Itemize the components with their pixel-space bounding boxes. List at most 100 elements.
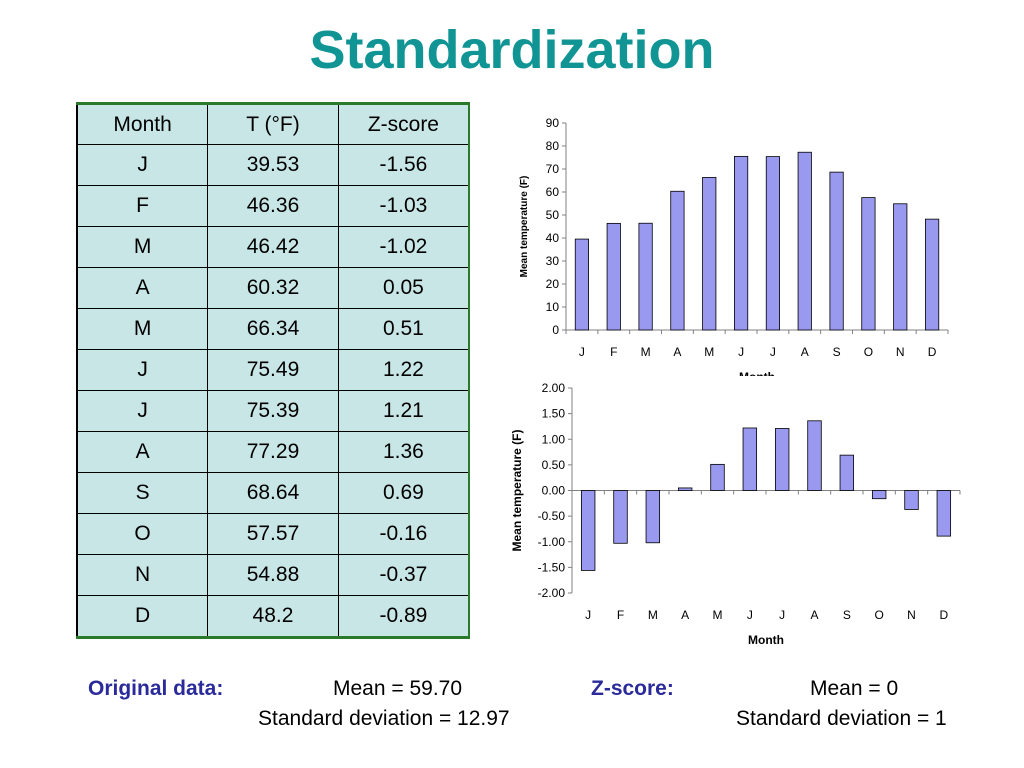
x-tick-label: F bbox=[617, 608, 624, 622]
table-row: J 75.39 1.21 bbox=[76, 390, 470, 432]
zscore-mean-text: Mean = 0 bbox=[810, 677, 899, 700]
bar bbox=[645, 490, 661, 544]
y-tick-label: -0.50 bbox=[538, 509, 566, 523]
bar bbox=[670, 190, 685, 331]
bar bbox=[710, 463, 725, 491]
zscore-cell: -0.16 bbox=[337, 513, 470, 555]
slide-title: Standardization bbox=[309, 20, 715, 80]
zscore-bar-chart: -2.00 -1.50 -1.00 -0.50 0.00 0.50 1.00 1.50 2.00… bbox=[510, 381, 961, 647]
temperature-cell: 39.53 bbox=[207, 144, 339, 186]
bar bbox=[638, 222, 653, 331]
x-axis-title: Month bbox=[748, 633, 784, 647]
x-tick-label: J bbox=[747, 608, 753, 622]
y-axis-title: Mean temperature (F) bbox=[519, 176, 530, 278]
y-tick-label: -1.00 bbox=[538, 535, 566, 549]
y-tick-label: 2.00 bbox=[542, 381, 566, 395]
temperature-cell: 54.88 bbox=[207, 554, 339, 596]
y-tick-label: 80 bbox=[546, 139, 560, 153]
bar bbox=[861, 197, 876, 331]
original-data-label: Original data: bbox=[88, 676, 223, 702]
bar bbox=[871, 490, 887, 500]
bar bbox=[613, 490, 628, 544]
bar bbox=[765, 156, 781, 331]
x-tick-label: O bbox=[874, 608, 883, 622]
x-tick-label: M bbox=[713, 608, 723, 622]
x-tick-label: A bbox=[673, 345, 681, 359]
table-row: M 46.42 -1.02 bbox=[76, 226, 470, 268]
bar bbox=[677, 487, 693, 491]
zscore-cell: 0.69 bbox=[337, 472, 470, 514]
zscore-cell: -1.02 bbox=[337, 226, 470, 268]
y-tick-label: 0 bbox=[552, 323, 559, 337]
month-cell: A bbox=[76, 267, 209, 309]
x-tick-label: N bbox=[907, 608, 916, 622]
table-row: F 46.36 -1.03 bbox=[76, 185, 470, 227]
temperature-cell: 77.29 bbox=[207, 431, 339, 473]
month-cell: J bbox=[76, 390, 209, 432]
temperature-cell: 75.39 bbox=[207, 390, 339, 432]
month-cell: S bbox=[76, 472, 209, 514]
x-tick-label: S bbox=[843, 608, 851, 622]
y-tick-label: 1.00 bbox=[542, 432, 566, 446]
column-header-month: Month bbox=[76, 103, 209, 145]
x-tick-label: A bbox=[810, 608, 818, 622]
temperature-cell: 48.2 bbox=[207, 595, 339, 638]
y-tick-label: -2.00 bbox=[538, 586, 566, 600]
temperature-cell: 60.32 bbox=[207, 267, 339, 309]
zscore-cell: 1.21 bbox=[337, 390, 470, 432]
bar bbox=[839, 454, 855, 491]
month-cell: N bbox=[76, 554, 209, 596]
bar bbox=[774, 428, 790, 491]
y-tick-label: 90 bbox=[546, 116, 560, 130]
x-tick-label: A bbox=[681, 608, 689, 622]
month-cell: J bbox=[76, 349, 209, 391]
table-row: S 68.64 0.69 bbox=[76, 472, 470, 514]
table-header-row: Month T (°F) Z-score bbox=[76, 103, 470, 145]
zscore-cell: -0.89 bbox=[337, 595, 470, 638]
zscore-cell: 1.22 bbox=[337, 349, 470, 391]
table-row: M 66.34 0.51 bbox=[76, 308, 470, 350]
x-tick-label: M bbox=[648, 608, 658, 622]
x-tick-label: J bbox=[770, 345, 776, 359]
x-tick-label: M bbox=[704, 345, 714, 359]
y-tick-label: 20 bbox=[546, 277, 560, 291]
month-cell: M bbox=[76, 308, 209, 350]
y-tick-label: 0.00 bbox=[542, 484, 566, 498]
zscore-cell: -0.37 bbox=[337, 554, 470, 596]
y-tick-label: -1.50 bbox=[538, 560, 566, 574]
x-tick-label: N bbox=[896, 345, 905, 359]
month-cell: M bbox=[76, 226, 209, 268]
y-tick-label: 1.50 bbox=[542, 407, 566, 421]
zscore-cell: -1.56 bbox=[337, 144, 470, 186]
zscore-cell: -1.03 bbox=[337, 185, 470, 227]
temperature-cell: 57.57 bbox=[207, 513, 339, 555]
x-tick-label: J bbox=[585, 608, 591, 622]
table-body: J 39.53 -1.56 F 46.36 -1.03 M 46.42 -1.02 A 60.32 0… bbox=[76, 144, 470, 638]
bar bbox=[797, 151, 812, 331]
zscore-label: Z-score: bbox=[591, 676, 674, 702]
x-tick-label: J bbox=[779, 608, 785, 622]
month-cell: O bbox=[76, 513, 209, 555]
y-axis-title: Mean temperature (F) bbox=[510, 429, 524, 551]
temperature-cell: 75.49 bbox=[207, 349, 339, 391]
y-tick-label: 0.50 bbox=[542, 458, 566, 472]
y-tick-label: 50 bbox=[546, 208, 560, 222]
month-cell: D bbox=[76, 595, 209, 638]
y-tick-label: 60 bbox=[546, 185, 560, 199]
bar bbox=[733, 155, 749, 331]
y-tick-label: 40 bbox=[546, 231, 560, 245]
x-tick-label: D bbox=[939, 608, 948, 622]
x-axis-title: Month bbox=[739, 370, 775, 376]
bar bbox=[936, 490, 952, 537]
column-header-temperature: T (°F) bbox=[207, 103, 339, 145]
bar bbox=[742, 427, 758, 491]
bar bbox=[606, 222, 621, 331]
temperature-bar-chart: 0 10 20 30 40 50 60 70 80 90 J F M A M J J A S O N D Month Mean… bbox=[519, 116, 949, 376]
x-tick-label: J bbox=[738, 345, 744, 359]
bar bbox=[574, 238, 590, 331]
x-tick-label: O bbox=[864, 345, 873, 359]
table-row: O 57.57 -0.16 bbox=[76, 513, 470, 555]
original-mean-text: Mean = 59.70 bbox=[333, 677, 463, 700]
bar bbox=[580, 490, 596, 571]
zscore-cell: 0.05 bbox=[337, 267, 470, 309]
